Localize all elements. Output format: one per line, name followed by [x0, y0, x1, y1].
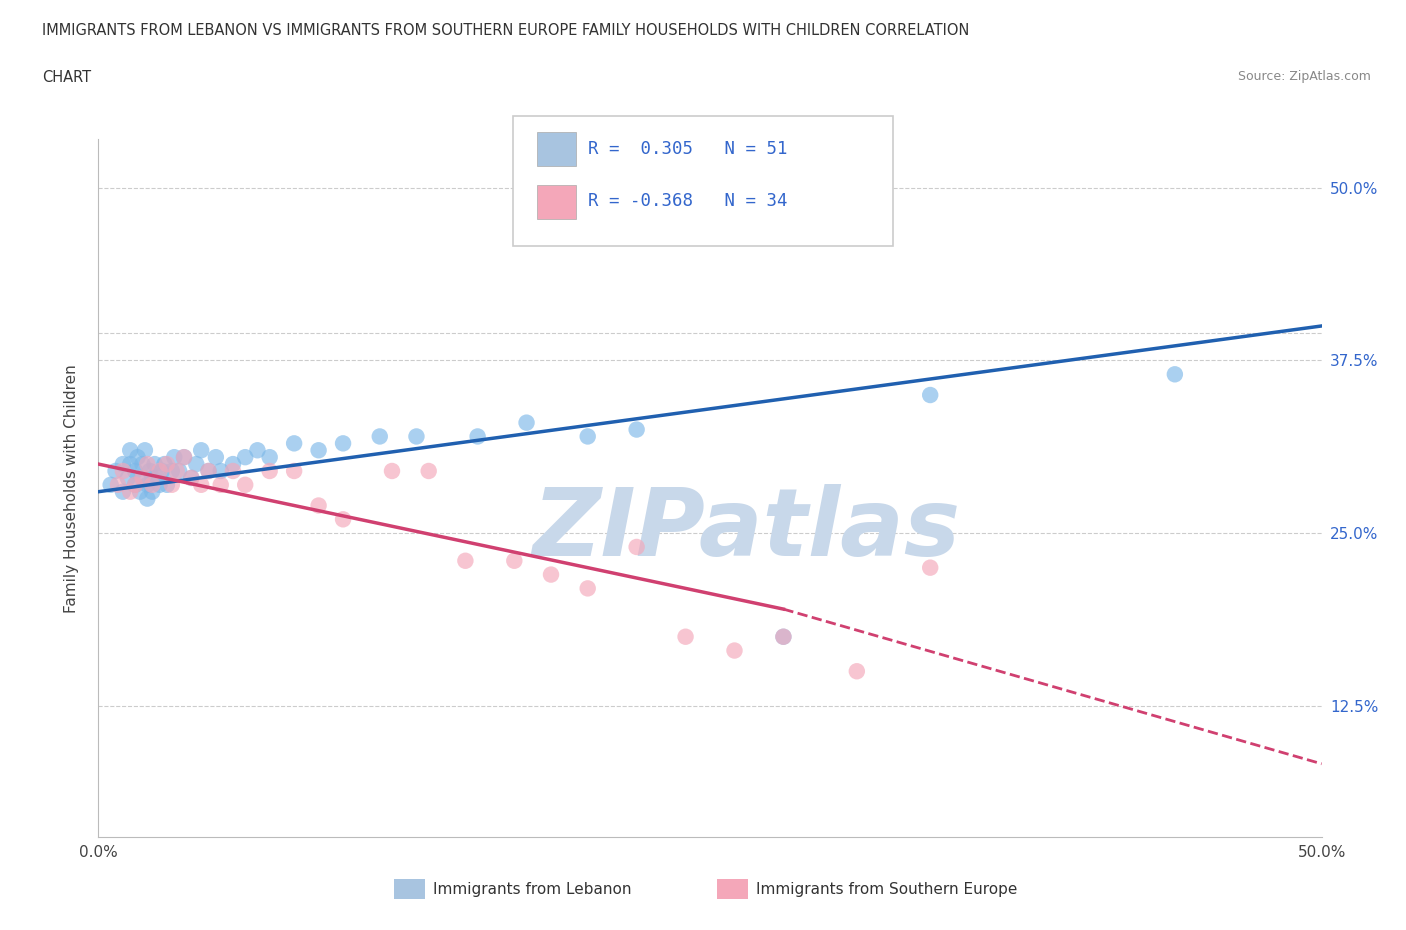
Point — [186, 457, 208, 472]
Point — [222, 457, 245, 472]
Point — [454, 553, 477, 568]
Point — [127, 450, 149, 465]
Point — [136, 477, 159, 492]
Point — [332, 436, 354, 451]
Point — [173, 450, 195, 465]
Point — [131, 471, 153, 485]
Point — [233, 450, 256, 465]
Point — [190, 443, 212, 458]
Point — [576, 581, 599, 596]
Point — [129, 485, 152, 499]
Point — [111, 485, 134, 499]
Point — [197, 463, 219, 478]
Point — [166, 463, 188, 478]
Point — [143, 457, 166, 472]
Point — [131, 471, 153, 485]
Point — [920, 388, 942, 403]
Point — [149, 477, 172, 492]
Point — [1164, 366, 1187, 381]
Point — [153, 457, 176, 472]
Point — [772, 630, 794, 644]
Point — [246, 443, 269, 458]
Point — [626, 422, 648, 437]
Point — [381, 463, 404, 478]
Point — [190, 477, 212, 492]
Point — [124, 477, 146, 492]
Point — [131, 457, 153, 472]
Point — [163, 450, 186, 465]
Point — [180, 471, 202, 485]
Point — [117, 471, 139, 485]
Point — [205, 450, 228, 465]
Point — [149, 463, 172, 478]
Point — [723, 644, 745, 658]
Point — [160, 463, 183, 478]
Point — [772, 630, 794, 644]
Point — [675, 630, 697, 644]
Point — [150, 463, 173, 478]
Point — [167, 463, 190, 478]
Point — [467, 429, 489, 444]
Point — [308, 498, 330, 513]
Point — [209, 463, 232, 478]
Point — [259, 450, 281, 465]
Point — [222, 463, 245, 478]
Point — [124, 477, 146, 492]
Point — [920, 560, 942, 575]
Point — [111, 463, 134, 478]
Point — [111, 457, 134, 472]
Point — [233, 477, 256, 492]
Point — [308, 443, 330, 458]
Point — [845, 664, 868, 679]
Point — [136, 457, 159, 472]
Point — [283, 463, 305, 478]
Point — [332, 512, 354, 526]
Point — [120, 443, 142, 458]
Point — [141, 471, 163, 485]
Point — [107, 477, 129, 492]
Text: R =  0.305   N = 51: R = 0.305 N = 51 — [588, 140, 787, 158]
Point — [136, 491, 159, 506]
Point — [156, 477, 179, 492]
Point — [139, 463, 162, 478]
Point — [540, 567, 562, 582]
Point — [124, 463, 146, 478]
Text: Immigrants from Southern Europe: Immigrants from Southern Europe — [756, 882, 1018, 897]
Text: IMMIGRANTS FROM LEBANON VS IMMIGRANTS FROM SOUTHERN EUROPE FAMILY HOUSEHOLDS WIT: IMMIGRANTS FROM LEBANON VS IMMIGRANTS FR… — [42, 23, 970, 38]
Point — [156, 457, 179, 472]
Point — [368, 429, 391, 444]
Point — [141, 485, 163, 499]
Point — [503, 553, 526, 568]
Y-axis label: Family Households with Children: Family Households with Children — [65, 364, 79, 613]
Point — [100, 477, 122, 492]
Point — [259, 463, 281, 478]
Point — [180, 471, 202, 485]
Point — [197, 463, 219, 478]
Point — [209, 477, 232, 492]
Point — [146, 471, 169, 485]
Point — [405, 429, 427, 444]
Point — [120, 485, 142, 499]
Point — [104, 463, 127, 478]
Text: CHART: CHART — [42, 70, 91, 85]
Point — [626, 539, 648, 554]
Point — [515, 415, 537, 430]
Point — [576, 429, 599, 444]
Point — [141, 477, 163, 492]
Point — [283, 436, 305, 451]
Point — [160, 477, 183, 492]
Text: Source: ZipAtlas.com: Source: ZipAtlas.com — [1237, 70, 1371, 83]
Point — [173, 450, 195, 465]
Point — [120, 457, 142, 472]
Point — [134, 443, 156, 458]
Text: R = -0.368   N = 34: R = -0.368 N = 34 — [588, 192, 787, 210]
Text: ZIPatlas: ZIPatlas — [533, 485, 960, 576]
Text: Immigrants from Lebanon: Immigrants from Lebanon — [433, 882, 631, 897]
Point — [418, 463, 440, 478]
